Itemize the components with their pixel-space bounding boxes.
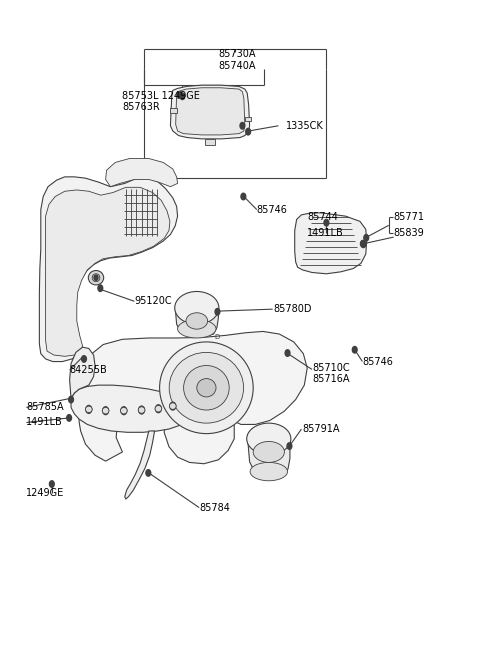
Text: 85746: 85746 (257, 204, 288, 215)
Circle shape (240, 122, 245, 129)
Circle shape (178, 92, 182, 98)
Text: 1491LB: 1491LB (307, 227, 344, 238)
Circle shape (215, 309, 220, 315)
Text: 1335CK: 1335CK (286, 121, 324, 131)
Text: D: D (215, 334, 219, 341)
Text: 85785A: 85785A (26, 402, 64, 413)
Ellipse shape (102, 407, 109, 414)
Text: 85744: 85744 (307, 212, 338, 223)
Text: 1491LB: 1491LB (26, 417, 63, 428)
Circle shape (285, 350, 290, 356)
Polygon shape (295, 213, 367, 274)
Circle shape (360, 240, 365, 247)
Polygon shape (78, 331, 307, 464)
Circle shape (98, 285, 103, 291)
Ellipse shape (178, 320, 216, 338)
Circle shape (67, 415, 72, 421)
Text: 1249GE: 1249GE (26, 487, 65, 498)
Text: 95120C: 95120C (134, 296, 172, 307)
Circle shape (180, 93, 185, 100)
Ellipse shape (120, 407, 127, 414)
Circle shape (69, 396, 73, 403)
Polygon shape (175, 308, 218, 337)
Circle shape (121, 407, 127, 415)
Text: 85710C
85716A: 85710C 85716A (312, 363, 349, 384)
Ellipse shape (197, 379, 216, 397)
Text: 85791A: 85791A (302, 424, 340, 434)
Ellipse shape (247, 423, 291, 455)
Circle shape (246, 128, 251, 135)
Circle shape (49, 481, 54, 487)
Text: 85771: 85771 (394, 212, 425, 223)
Ellipse shape (183, 365, 229, 410)
Circle shape (86, 405, 92, 413)
Ellipse shape (138, 407, 145, 413)
Text: 85746: 85746 (362, 356, 393, 367)
Text: 85753L 1249GE
85763R: 85753L 1249GE 85763R (122, 91, 200, 112)
Polygon shape (70, 347, 95, 398)
Polygon shape (106, 159, 178, 187)
Polygon shape (205, 139, 215, 145)
Ellipse shape (253, 441, 284, 462)
Circle shape (146, 470, 151, 476)
Ellipse shape (250, 462, 288, 481)
Ellipse shape (92, 274, 100, 282)
Text: 85730A
85740A: 85730A 85740A (219, 50, 256, 71)
Polygon shape (125, 431, 155, 499)
Polygon shape (248, 439, 290, 478)
Polygon shape (170, 108, 177, 113)
Text: 85780D: 85780D (274, 304, 312, 314)
Polygon shape (176, 88, 245, 135)
Circle shape (361, 241, 366, 248)
Circle shape (241, 193, 246, 200)
Ellipse shape (175, 291, 219, 324)
Ellipse shape (155, 405, 162, 412)
Circle shape (170, 402, 176, 410)
Polygon shape (245, 117, 251, 121)
Ellipse shape (186, 313, 208, 329)
Circle shape (156, 405, 161, 413)
Circle shape (103, 407, 108, 415)
Polygon shape (46, 187, 170, 356)
Circle shape (287, 443, 292, 449)
Polygon shape (71, 385, 190, 432)
Circle shape (324, 219, 329, 226)
Ellipse shape (85, 406, 92, 413)
Text: 84255B: 84255B (70, 365, 108, 375)
Circle shape (352, 346, 357, 353)
Polygon shape (39, 177, 178, 362)
Ellipse shape (88, 271, 104, 285)
Ellipse shape (169, 352, 244, 423)
Ellipse shape (169, 403, 176, 409)
Text: 85784: 85784 (199, 502, 230, 513)
Circle shape (364, 234, 369, 241)
Circle shape (139, 406, 144, 414)
Ellipse shape (159, 342, 253, 434)
Text: 85839: 85839 (394, 227, 424, 238)
Polygon shape (170, 85, 250, 139)
Circle shape (82, 356, 86, 362)
Circle shape (94, 275, 98, 280)
